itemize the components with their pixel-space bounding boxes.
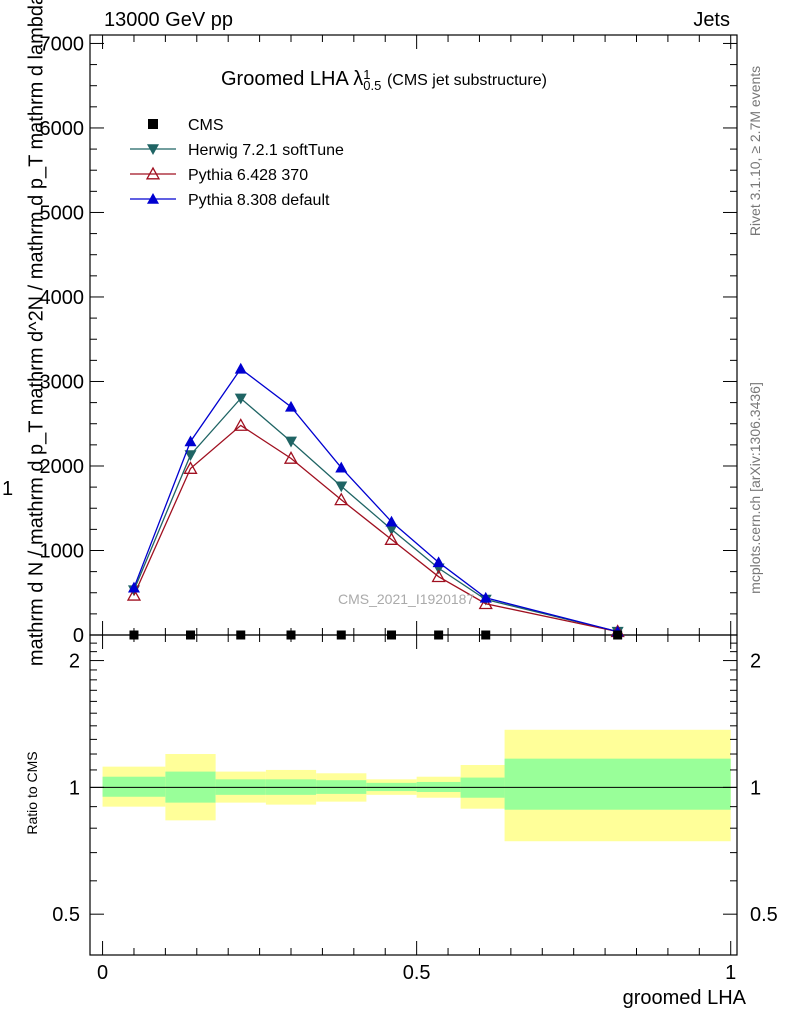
ratio-y-tick-label-left: 0.5 (52, 904, 80, 926)
x-tick-label: 0.5 (403, 962, 431, 984)
ratio-uncertainty-bands (90, 729, 737, 842)
data-point-s0-1 (186, 630, 196, 640)
plot-title-text: Groomed LHA (221, 68, 348, 90)
data-point-s3-7 (479, 591, 492, 603)
data-point-s0-2 (236, 630, 246, 640)
data-point-s3-5 (385, 515, 398, 527)
data-point-s3-1 (184, 435, 197, 447)
data-point-s1-4 (335, 481, 348, 493)
y-tick-label: 1000 (40, 540, 85, 562)
legend-marker-2 (145, 166, 161, 180)
y-axis-numerator: 1 (2, 478, 14, 500)
plot-title-sup: 1 (363, 66, 371, 82)
data-point-s3-4 (335, 461, 348, 473)
legend-marker-1 (147, 144, 159, 155)
data-point-s3-2 (234, 362, 247, 374)
plot-title-symbol: λ (353, 68, 364, 90)
analysis-watermark: CMS_2021_I1920187 (338, 591, 475, 607)
data-point-s1-3 (285, 436, 298, 448)
mcplots-info: mcplots.cern.ch [arXiv:1306.3436] (747, 382, 763, 594)
data-point-s0-6 (434, 630, 444, 640)
legend-marker-3 (147, 193, 159, 204)
x-tick-label: 0 (97, 962, 108, 984)
series-line-2 (133, 424, 618, 633)
legend: CMS Herwig 7.2.1 softTune Pythia 6.428 370… (130, 117, 344, 209)
y-tick-label: 3000 (40, 371, 85, 393)
data-point-s2-7 (478, 596, 493, 610)
series-layer (126, 362, 625, 640)
ratio-y-tick-label-left: 1 (69, 777, 80, 799)
y-tick-label: 0 (73, 625, 84, 647)
data-point-s2-2 (233, 418, 248, 431)
y-tick-label: 6000 (40, 118, 85, 140)
data-point-s0-7 (481, 630, 491, 640)
ratio-y-tick-label-left: 2 (69, 651, 80, 673)
legend-label-3: Pythia 8.308 default (188, 192, 330, 209)
main-panel-frame: 0 1000 2000 3000 4000 5000 6000 7000 (40, 33, 738, 647)
data-point-s3-3 (285, 400, 298, 412)
data-point-s0-4 (336, 630, 346, 640)
plot-title: Groomed LHA λ 1 0.5 (CMS jet substructure) (221, 66, 547, 93)
y-axis-label: mathrm d N / mathrm d p_T mathrm d^2N / … (25, 0, 48, 667)
ratio-y-tick-label-right: 1 (750, 777, 761, 799)
rivet-info: Rivet 3.1.10, ≥ 2.7M events (747, 65, 763, 237)
data-point-s2-1 (183, 461, 198, 474)
ratio-band-inner-0 (102, 776, 166, 797)
ratio-y-tick-label-right: 2 (750, 651, 761, 673)
data-point-s0-0 (129, 630, 139, 640)
data-point-s0-8 (613, 630, 623, 640)
y-tick-label: 4000 (40, 287, 85, 309)
y-tick-label: 5000 (40, 202, 85, 224)
data-point-s2-3 (283, 451, 299, 464)
legend-label-2: Pythia 6.428 370 (188, 167, 308, 184)
x-tick-label: 1 (725, 962, 736, 984)
data-point-s1-5 (385, 524, 398, 536)
data-point-s0-3 (286, 630, 296, 640)
legend-label-1: Herwig 7.2.1 softTune (188, 142, 344, 159)
header-category: Jets (693, 9, 730, 31)
plot-title-suffix: (CMS jet substructure) (386, 72, 547, 89)
plot-title-sub: 0.5 (363, 77, 382, 93)
data-point-s2-6 (431, 569, 446, 583)
x-axis-label: groomed LHA (622, 987, 746, 1009)
data-point-s3-0 (127, 581, 140, 593)
header-process: 13000 GeV pp (104, 9, 233, 31)
data-point-s1-2 (234, 393, 247, 405)
y-tick-label: 7000 (40, 33, 85, 55)
ratio-y-axis-label: Ratio to CMS (24, 751, 40, 835)
main-panel-border (89, 34, 738, 636)
data-point-s3-6 (432, 556, 445, 568)
ratio-band-inner-8 (504, 758, 731, 810)
ratio-y-tick-label-right: 0.5 (750, 904, 778, 926)
legend-marker-0 (148, 119, 158, 129)
data-point-s2-4 (334, 492, 349, 506)
data-point-s2-5 (384, 532, 399, 545)
y-tick-label: 2000 (40, 456, 85, 478)
data-point-s1-1 (184, 450, 197, 461)
data-point-s2-0 (126, 587, 142, 601)
legend-label-0: CMS (188, 117, 224, 134)
data-point-s0-5 (387, 630, 397, 640)
